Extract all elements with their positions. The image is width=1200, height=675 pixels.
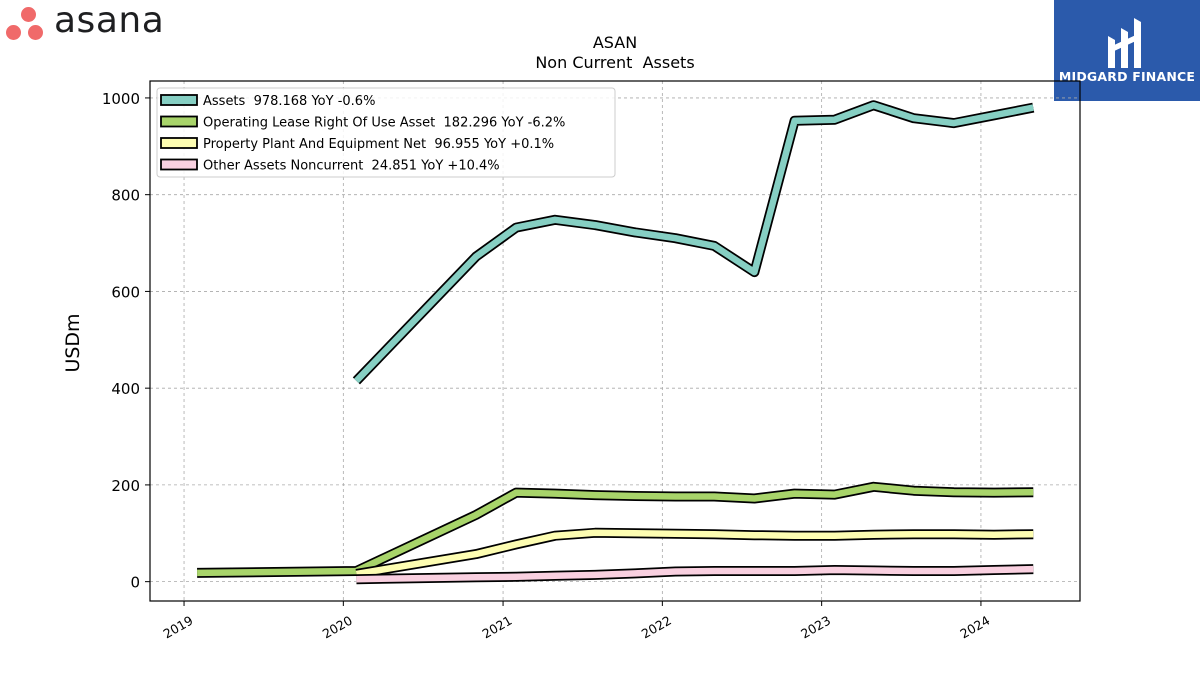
y-tick-label: 1000 xyxy=(102,90,140,108)
chart-title: ASAN xyxy=(593,33,637,52)
x-tick-label: 2019 xyxy=(160,613,195,642)
midgard-finance-logo: MIDGARD FINANCE xyxy=(1054,0,1200,101)
x-tick-label: 2023 xyxy=(798,613,833,642)
asana-wordmark: asana xyxy=(54,0,165,41)
asana-logo-dot-left xyxy=(6,25,21,40)
y-tick-label: 400 xyxy=(111,380,140,398)
midgard-mark-icon xyxy=(1108,18,1141,68)
y-axis-label: USDm xyxy=(62,313,84,372)
x-tick-label: 2020 xyxy=(320,613,355,642)
chart-subtitle: Non Current Assets xyxy=(535,53,694,72)
legend-box xyxy=(156,87,616,178)
asana-logo-dot-top xyxy=(21,7,36,22)
series-line-other xyxy=(356,565,1034,583)
y-tick-label: 800 xyxy=(111,187,140,205)
legend-swatch-lease xyxy=(160,115,198,128)
series-line-assets xyxy=(354,101,1034,384)
plot-frame xyxy=(149,80,1081,602)
midgard-finance-name: MIDGARD FINANCE xyxy=(1058,69,1196,84)
legend: Assets 978.168 YoY -0.6% Operating Lease … xyxy=(156,87,616,178)
y-tick-label: 0 xyxy=(130,574,140,592)
legend-label-other: Other Assets Noncurrent 24.851 YoY +10.4… xyxy=(203,159,500,174)
x-tick-label: 2024 xyxy=(957,613,992,642)
series-line-ppe xyxy=(355,529,1034,578)
legend-label-assets: Assets 978.168 YoY -0.6% xyxy=(203,94,375,109)
legend-swatch-ppe xyxy=(160,137,198,149)
legend-swatch-assets xyxy=(160,94,198,106)
series-line-lease xyxy=(197,483,1034,577)
legend-label-lease: Operating Lease Right Of Use Asset 182.2… xyxy=(203,116,565,131)
asana-logo: asana xyxy=(4,0,194,46)
x-tick-label: 2022 xyxy=(639,613,674,642)
y-tick-label: 200 xyxy=(111,477,140,495)
y-tick-label: 600 xyxy=(111,283,140,301)
legend-swatch-other xyxy=(160,158,198,171)
asana-logo-dot-right xyxy=(28,25,43,40)
x-tick-label: 2021 xyxy=(480,613,515,642)
legend-label-ppe: Property Plant And Equipment Net 96.955 … xyxy=(203,137,554,152)
